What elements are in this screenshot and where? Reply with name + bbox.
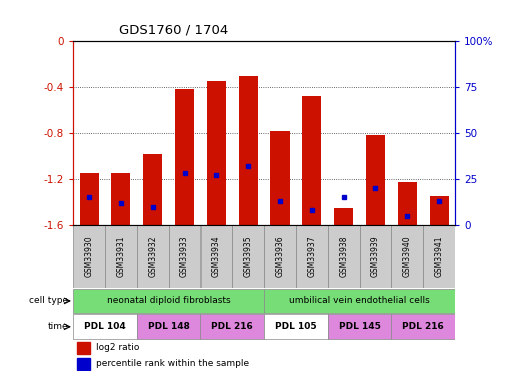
- Text: PDL 145: PDL 145: [338, 322, 381, 331]
- Bar: [270, 131, 290, 225]
- Bar: [366, 135, 385, 225]
- Bar: [77, 358, 90, 370]
- Text: GSM33935: GSM33935: [244, 236, 253, 277]
- FancyBboxPatch shape: [200, 225, 232, 288]
- FancyBboxPatch shape: [264, 225, 296, 288]
- Text: PDL 105: PDL 105: [275, 322, 317, 331]
- Bar: [429, 196, 449, 225]
- Text: GSM33931: GSM33931: [117, 236, 126, 277]
- Bar: [79, 173, 99, 225]
- FancyBboxPatch shape: [264, 314, 328, 339]
- FancyBboxPatch shape: [264, 288, 455, 314]
- Bar: [143, 154, 162, 225]
- FancyBboxPatch shape: [296, 225, 328, 288]
- FancyBboxPatch shape: [73, 225, 105, 288]
- Bar: [111, 173, 130, 225]
- FancyBboxPatch shape: [105, 225, 137, 288]
- Text: GDS1760 / 1704: GDS1760 / 1704: [119, 23, 228, 36]
- Text: GSM33941: GSM33941: [435, 236, 444, 277]
- FancyBboxPatch shape: [73, 288, 264, 314]
- Text: log2 ratio: log2 ratio: [96, 344, 140, 352]
- Text: PDL 216: PDL 216: [402, 322, 444, 331]
- Text: GSM33940: GSM33940: [403, 236, 412, 277]
- Text: GSM33939: GSM33939: [371, 236, 380, 277]
- Text: PDL 216: PDL 216: [211, 322, 253, 331]
- Text: GSM33936: GSM33936: [276, 236, 285, 277]
- FancyBboxPatch shape: [328, 314, 391, 339]
- FancyBboxPatch shape: [200, 314, 264, 339]
- FancyBboxPatch shape: [73, 314, 137, 339]
- Text: GSM33933: GSM33933: [180, 236, 189, 277]
- FancyBboxPatch shape: [360, 225, 391, 288]
- Text: neonatal diploid fibroblasts: neonatal diploid fibroblasts: [107, 297, 231, 306]
- Text: GSM33937: GSM33937: [308, 236, 316, 277]
- FancyBboxPatch shape: [232, 225, 264, 288]
- Text: cell type: cell type: [29, 297, 68, 306]
- FancyBboxPatch shape: [391, 314, 455, 339]
- FancyBboxPatch shape: [391, 225, 423, 288]
- Text: GSM33934: GSM33934: [212, 236, 221, 277]
- Bar: [238, 76, 258, 225]
- FancyBboxPatch shape: [137, 314, 200, 339]
- Text: time: time: [48, 322, 68, 331]
- Text: GSM33932: GSM33932: [148, 236, 157, 277]
- Text: PDL 148: PDL 148: [147, 322, 190, 331]
- Bar: [334, 208, 353, 225]
- FancyBboxPatch shape: [328, 225, 359, 288]
- Bar: [175, 90, 194, 225]
- FancyBboxPatch shape: [137, 225, 168, 288]
- Text: umbilical vein endothelial cells: umbilical vein endothelial cells: [289, 297, 430, 306]
- Text: GSM33930: GSM33930: [85, 236, 94, 277]
- Bar: [77, 342, 90, 354]
- Text: percentile rank within the sample: percentile rank within the sample: [96, 359, 249, 368]
- Bar: [397, 182, 417, 225]
- Text: GSM33938: GSM33938: [339, 236, 348, 277]
- Text: PDL 104: PDL 104: [84, 322, 126, 331]
- Bar: [207, 81, 226, 225]
- FancyBboxPatch shape: [423, 225, 455, 288]
- Bar: [302, 96, 321, 225]
- FancyBboxPatch shape: [169, 225, 200, 288]
